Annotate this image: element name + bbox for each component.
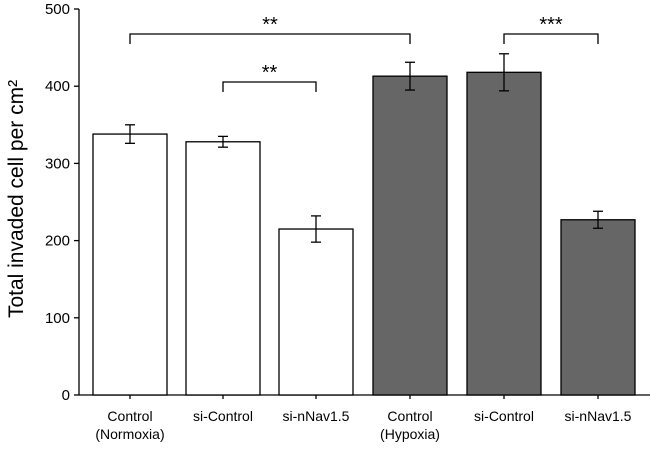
bar — [560, 219, 636, 396]
x-tick-label: si-Control — [474, 408, 534, 424]
bar — [92, 133, 168, 396]
x-tick-label: si-nNav1.5 — [283, 408, 350, 424]
bar — [372, 75, 448, 396]
labels-layer: 0 100 200 300 400 500 Total invaded cell per c… — [5, 1, 632, 442]
y-tick-label: 400 — [45, 78, 70, 95]
axis-layer — [74, 8, 650, 399]
x-tick-label: Control — [387, 408, 432, 424]
significance-label: ** — [262, 62, 278, 84]
bars-layer — [92, 71, 636, 396]
y-tick-label: 100 — [45, 310, 70, 327]
significance-bracket — [129, 33, 411, 44]
error-bars-layer — [125, 53, 603, 243]
bar — [278, 228, 354, 396]
bar — [466, 71, 542, 396]
x-tick-label: Control — [107, 408, 152, 424]
significance-bracket — [222, 81, 317, 92]
significance-layer — [129, 33, 599, 92]
x-tick-label: (Normoxia) — [95, 426, 164, 442]
x-tick-label: si-Control — [193, 408, 253, 424]
y-axis-title: Total invaded cell per cm² — [5, 80, 28, 318]
y-tick-label: 200 — [45, 233, 70, 250]
x-tick-label: si-nNav1.5 — [565, 408, 632, 424]
significance-bracket — [503, 33, 599, 44]
y-tick-label: 500 — [45, 1, 70, 18]
y-tick-label: 300 — [45, 155, 70, 172]
x-tick-label: (Hypoxia) — [380, 426, 440, 442]
significance-label: ** — [262, 14, 278, 36]
y-tick-label: 0 — [62, 387, 70, 404]
bar — [185, 141, 261, 396]
significance-label: *** — [539, 14, 563, 36]
